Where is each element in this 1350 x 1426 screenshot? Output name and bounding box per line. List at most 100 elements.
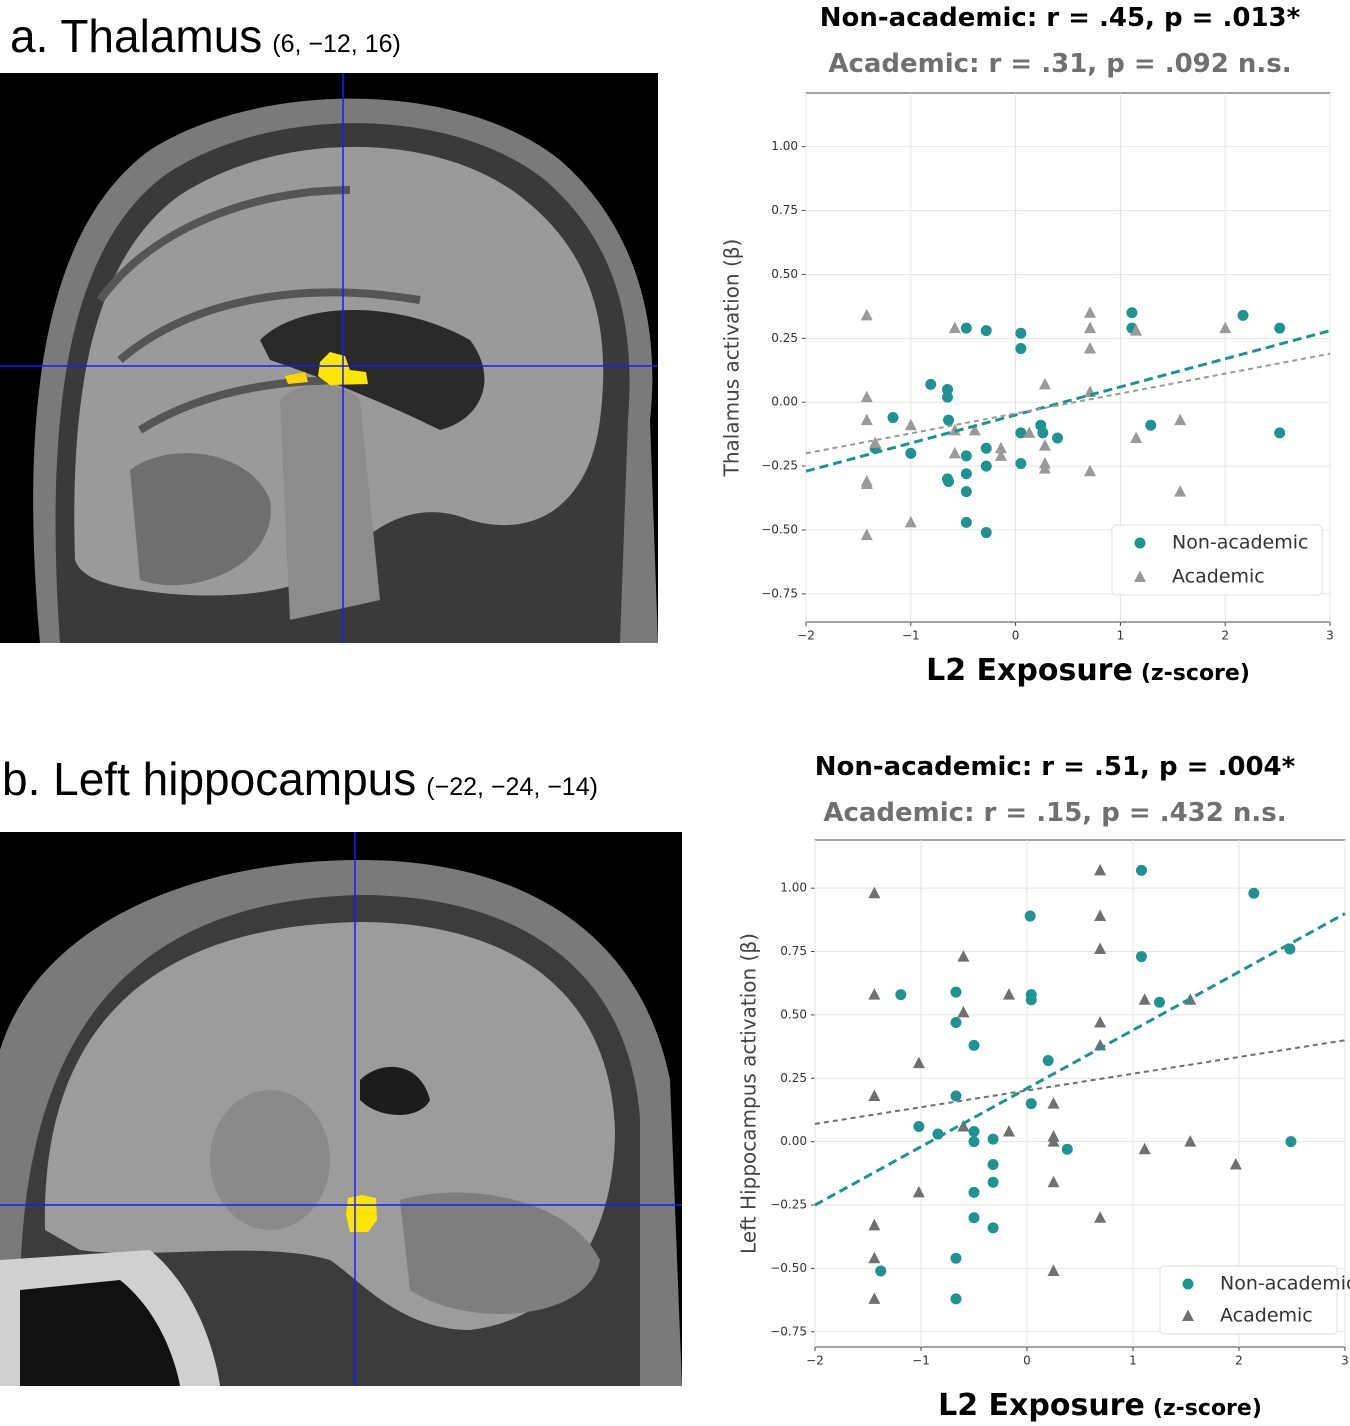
legend-label: Non-academic [1220, 1273, 1350, 1295]
point [960, 322, 972, 334]
panel-coords: (−22, −24, −14) [426, 773, 598, 801]
point [860, 413, 873, 426]
mri-hippocampus [0, 832, 682, 1386]
y-tick-label: −0.75 [761, 586, 798, 600]
point [1084, 464, 1097, 477]
x-axis-label-main: L2 Exposure [938, 1388, 1145, 1423]
point [980, 325, 992, 337]
point [987, 1222, 999, 1234]
point [948, 423, 961, 436]
point [1285, 1136, 1297, 1148]
point [941, 383, 953, 395]
x-axis-label: L2 Exposure (z-score) [926, 653, 1250, 688]
point [943, 414, 955, 426]
y-axis-label: Thalamus activation (β) [720, 239, 744, 478]
x-tick-label: 3 [1326, 629, 1334, 643]
point [1037, 427, 1049, 439]
point [868, 1089, 881, 1102]
point [1002, 988, 1015, 1000]
point [895, 989, 907, 1001]
y-tick-label: 0.75 [771, 203, 798, 217]
point [1138, 993, 1151, 1005]
point [1015, 343, 1027, 355]
x-tick-label: −1 [902, 629, 920, 643]
legend: Non-academic Academic [1159, 1265, 1350, 1335]
y-tick-label: −0.75 [770, 1324, 807, 1338]
point [875, 1265, 887, 1277]
y-tick-label: 0.75 [780, 944, 807, 958]
point [943, 475, 955, 487]
point [957, 950, 970, 962]
point [1015, 427, 1027, 439]
y-tick-label: 0.00 [771, 395, 798, 409]
point [1135, 864, 1147, 876]
y-tick-label: −0.25 [761, 459, 798, 473]
point [860, 308, 873, 321]
legend-marker [1134, 570, 1146, 582]
point [980, 442, 992, 454]
point [1174, 413, 1187, 426]
trend-line [814, 912, 1346, 1207]
x-tick-label: 1 [1129, 1354, 1137, 1368]
legend-label: Academic [1220, 1305, 1313, 1327]
point [1084, 342, 1097, 354]
point [1025, 1098, 1037, 1110]
point [948, 446, 961, 459]
point [941, 391, 953, 403]
x-tick-label: −1 [912, 1354, 930, 1368]
point [948, 321, 961, 334]
point [987, 1158, 999, 1170]
legend-box [1159, 1265, 1338, 1335]
point [1145, 419, 1157, 431]
point [1248, 887, 1260, 899]
point [968, 1212, 980, 1224]
point [950, 1252, 962, 1264]
legend-box [1111, 524, 1323, 596]
point [1052, 432, 1064, 444]
chart-title: Non-academic: r = .51, p = .004* [815, 752, 1296, 782]
panel-title: a. Thalamus (6, −12, 16) [10, 10, 401, 62]
point [887, 412, 899, 424]
trend-line [805, 329, 1331, 473]
point [1015, 327, 1027, 339]
point [1274, 427, 1286, 439]
point [950, 1090, 962, 1102]
x-tick-label: 2 [1221, 629, 1229, 643]
point [950, 1017, 962, 1029]
point [869, 436, 882, 449]
point [960, 486, 972, 498]
point [968, 1126, 980, 1138]
point [1094, 909, 1107, 922]
point [960, 450, 972, 462]
point [868, 886, 881, 899]
mri-thalamus [0, 73, 659, 644]
point [1047, 1175, 1060, 1188]
point [904, 515, 917, 528]
point [1154, 996, 1165, 1008]
chart-subtitle: Academic: r = .31, p = .092 n.s. [828, 49, 1291, 79]
point [968, 1136, 980, 1148]
point [1094, 863, 1107, 876]
panel-label: b. Left hippocampus [2, 753, 416, 805]
point [1061, 1143, 1073, 1155]
point [994, 449, 1007, 461]
scatter-chart: Non-academic: r = .45, p = .013* Academic… [720, 3, 1334, 688]
x-tick-label: 0 [1012, 629, 1020, 643]
point [980, 527, 992, 539]
y-tick-label: −0.50 [761, 523, 798, 537]
y-tick-label: 0.50 [771, 267, 798, 281]
y-tick-label: −0.50 [770, 1261, 807, 1275]
panel-label: a. Thalamus [10, 10, 262, 62]
point [1130, 324, 1143, 336]
x-tick-label: 0 [1023, 1354, 1031, 1368]
x-axis-label-main: L2 Exposure [926, 653, 1133, 688]
legend: Non-academic Academic [1111, 524, 1323, 596]
point [980, 460, 992, 472]
y-tick-label: 0.00 [780, 1134, 807, 1148]
point [994, 441, 1007, 454]
legend-marker [1182, 1278, 1194, 1290]
point [1094, 1016, 1107, 1028]
y-tick-label: −0.25 [770, 1198, 807, 1212]
point [950, 1293, 962, 1305]
